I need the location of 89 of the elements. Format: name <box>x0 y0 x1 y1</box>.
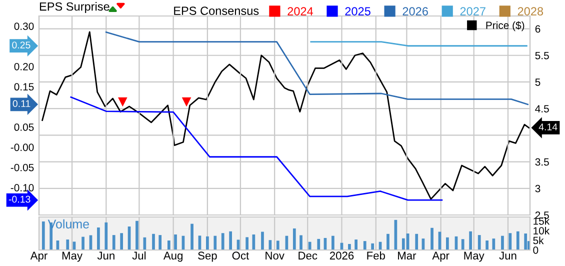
y-tick-label: 0.30 <box>14 22 34 30</box>
chart-title: EPS Surprise <box>40 2 110 14</box>
bar <box>152 234 155 250</box>
y-tick-label: 0.20 <box>14 62 34 70</box>
x-tick-label: Jun <box>97 252 114 260</box>
y2-tick-label: 3.5 <box>535 158 549 166</box>
bar <box>112 235 116 250</box>
data-label: 4.14 <box>538 124 558 130</box>
y-tick-label: 5k <box>533 236 544 244</box>
bar <box>461 239 464 250</box>
y2-tick-label: 6 <box>535 25 540 33</box>
bar <box>42 221 45 250</box>
x-tick-label: 2026 <box>330 252 354 260</box>
bar <box>486 240 488 250</box>
y-tick-label: 10k <box>534 226 550 234</box>
x-tick-label: Feb <box>367 251 385 260</box>
bar <box>430 228 434 250</box>
x-tick-label: Nov <box>266 252 284 260</box>
bar <box>415 234 418 250</box>
bar <box>206 236 209 250</box>
x-tick-label: Sep <box>198 252 217 262</box>
x-tick-label: Dec <box>298 252 318 260</box>
bar <box>354 240 358 250</box>
y2-tick-label: 3 <box>535 184 540 192</box>
bar <box>300 235 302 250</box>
x-tick-label: Jun <box>499 252 516 260</box>
text: 0.25 <box>12 42 30 48</box>
bar <box>276 240 280 250</box>
text: -0.13 <box>8 196 30 203</box>
x-tick-label: Mar <box>398 252 416 260</box>
bar <box>478 235 481 250</box>
text: 0.11 <box>12 100 30 108</box>
bar <box>190 224 194 250</box>
bar <box>158 235 162 250</box>
bar <box>492 238 496 250</box>
bar <box>332 236 334 250</box>
y-tick-label: -0.10 <box>10 184 34 192</box>
bar <box>363 241 366 250</box>
y2-tick-label: 5.5 <box>535 52 549 60</box>
y2-tick-label: 5 <box>535 78 540 86</box>
x-tick-label: Aug <box>163 252 182 262</box>
bar <box>214 236 217 250</box>
bar <box>120 233 123 250</box>
bar <box>221 233 224 250</box>
y-tick-label: 0.05 <box>14 124 34 131</box>
bar <box>446 237 449 250</box>
bar <box>308 242 312 250</box>
y2-tick-label: 4.5 <box>535 105 549 112</box>
chart-title: Volume <box>48 219 89 228</box>
x-tick-label: Apr <box>30 252 48 262</box>
bar <box>501 236 504 250</box>
y-tick-label: 0.15 <box>14 83 34 91</box>
y-tick-label: -0.00 <box>10 144 34 152</box>
y-tick-label: 0 <box>533 246 538 254</box>
legend-label: 2024 <box>288 7 314 16</box>
legend-label: 2028 <box>518 7 544 16</box>
legend-label: 2027 <box>460 7 486 16</box>
bar <box>229 231 232 250</box>
bar <box>317 238 320 250</box>
bar <box>292 228 296 250</box>
bar <box>167 240 170 250</box>
bar <box>261 232 264 250</box>
bar <box>252 234 256 250</box>
y-tick-label: -0.05 <box>10 164 34 172</box>
legend-label: 2026 <box>402 7 428 16</box>
line-series <box>70 96 443 201</box>
bar <box>371 243 374 250</box>
bar <box>104 222 108 250</box>
line-series <box>105 31 528 106</box>
y-tick-label: 15k <box>534 217 550 225</box>
bar <box>136 220 138 250</box>
bar <box>524 234 528 250</box>
bar <box>246 237 248 250</box>
x-tick-label: May <box>464 252 484 262</box>
legend-label: 2025 <box>345 7 370 16</box>
bar <box>66 240 70 250</box>
x-tick-label: Oct <box>232 252 250 260</box>
bar <box>174 234 177 250</box>
bar <box>97 227 100 250</box>
bar <box>469 231 472 250</box>
legend-title: EPS Consensus <box>174 6 259 15</box>
bar <box>516 231 520 250</box>
bar <box>82 236 84 250</box>
legend-label: Price ($) <box>486 21 524 32</box>
bar <box>386 234 390 250</box>
bar <box>348 244 351 250</box>
x-tick-label: May <box>62 252 82 262</box>
x-tick-label: Apr <box>432 252 450 262</box>
x-tick-label: Jul <box>132 251 146 260</box>
